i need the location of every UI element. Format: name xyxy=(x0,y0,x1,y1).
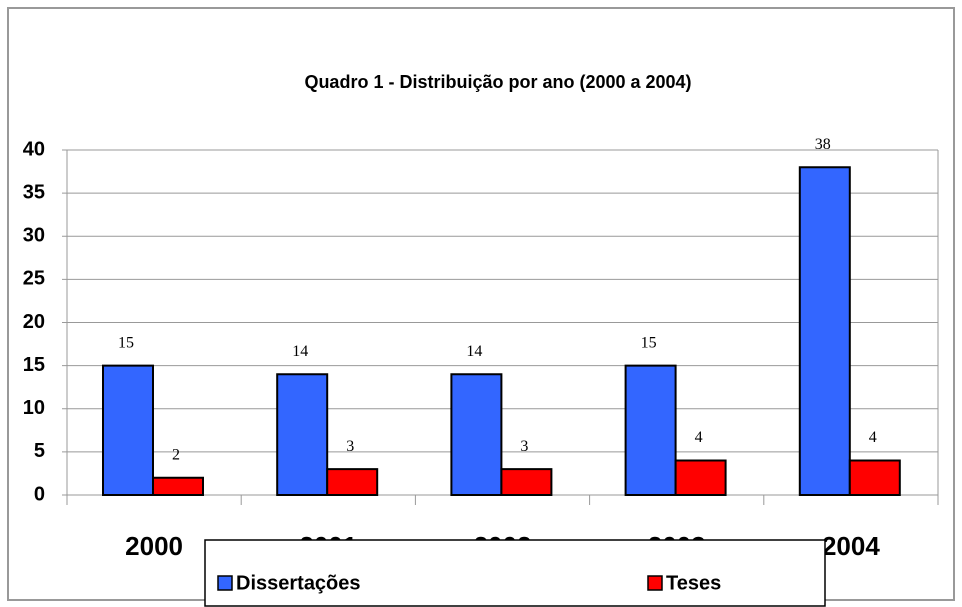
y-tick-label: 40 xyxy=(23,138,45,160)
data-label: 4 xyxy=(869,429,877,446)
legend-swatch xyxy=(217,575,233,591)
data-label: 4 xyxy=(695,429,703,446)
bar xyxy=(450,373,503,496)
bar xyxy=(276,373,329,496)
x-tick-label: 2000 xyxy=(125,531,183,561)
y-tick-label: 25 xyxy=(23,268,45,290)
data-label: 2 xyxy=(172,446,180,463)
data-label: 14 xyxy=(292,343,308,360)
data-label: 15 xyxy=(118,334,134,351)
data-label: 38 xyxy=(815,136,831,153)
chart-title: Quadro 1 - Distribuição por ano (2000 a … xyxy=(304,72,691,92)
y-tick-label: 20 xyxy=(23,311,45,333)
y-tick-label: 5 xyxy=(34,440,45,462)
y-tick-label: 0 xyxy=(34,483,45,505)
bar xyxy=(798,166,851,496)
bar xyxy=(102,364,154,496)
data-label: 14 xyxy=(466,343,482,360)
bar xyxy=(848,459,901,496)
y-tick-label: 30 xyxy=(23,225,45,247)
bar xyxy=(152,476,204,496)
legend-box xyxy=(204,539,826,607)
bar xyxy=(674,459,727,496)
y-tick-label: 10 xyxy=(23,397,45,419)
data-label: 15 xyxy=(641,334,657,351)
legend-label: Teses xyxy=(666,572,721,594)
y-tick-label: 35 xyxy=(23,181,45,203)
bar xyxy=(500,468,553,496)
legend-label: Dissertações xyxy=(236,572,361,594)
data-label: 3 xyxy=(346,438,354,455)
y-tick-label: 15 xyxy=(23,354,45,376)
legend-swatch xyxy=(647,575,663,591)
bar xyxy=(326,468,379,496)
data-label: 3 xyxy=(520,438,528,455)
bar xyxy=(624,364,677,496)
x-tick-label: 2004 xyxy=(822,531,880,561)
chart-border xyxy=(7,7,955,601)
